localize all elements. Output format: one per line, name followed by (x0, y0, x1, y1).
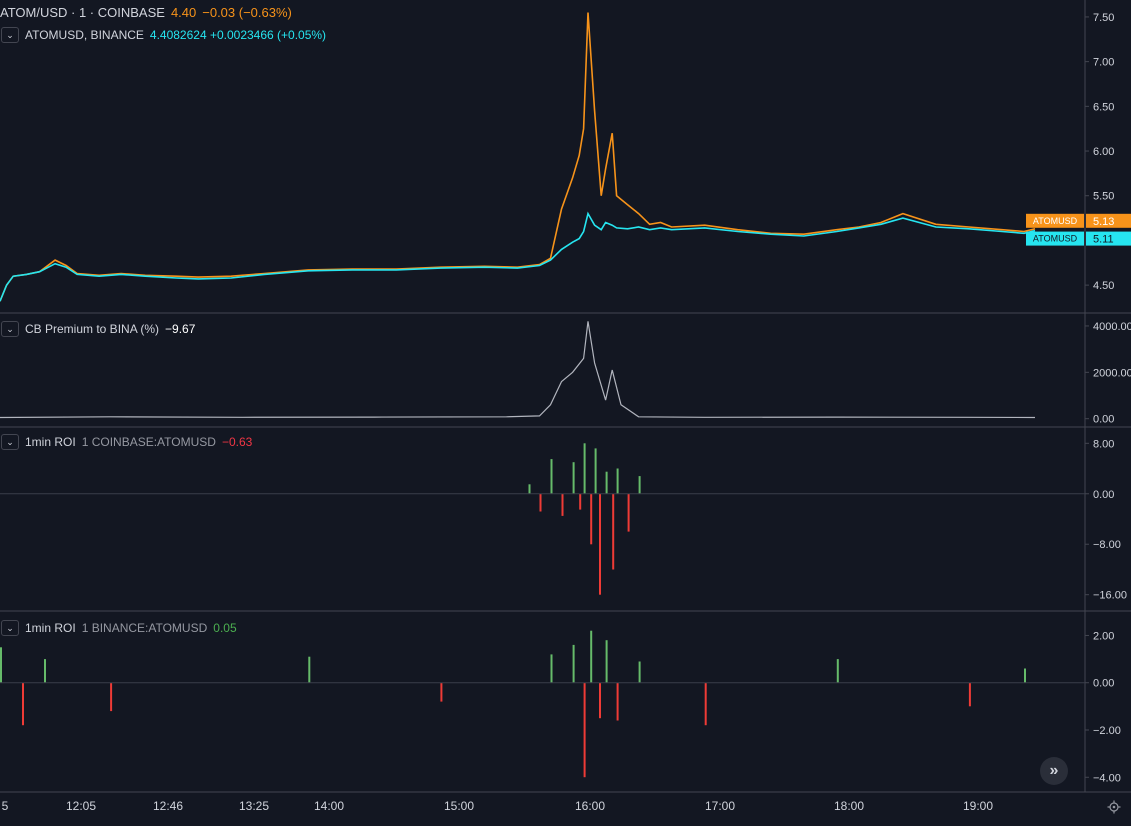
symbol-title[interactable]: ATOM/USD · 1 · COINBASE (0, 5, 165, 20)
roi-coinbase-bar (583, 443, 586, 494)
roi-binance-tick-label: 0.00 (1093, 678, 1114, 690)
roi-binance-value: 0.05 (213, 621, 237, 635)
roi-coinbase-bar (550, 459, 553, 494)
premium-legend: ⌄ CB Premium to BINA (%) −9.67 (0, 321, 195, 337)
roi-binance-bar (836, 659, 839, 683)
premium-tick-label: 4000.00 (1093, 321, 1131, 333)
roi-coinbase-bar (599, 493, 601, 595)
roi-binance-bar (110, 682, 113, 712)
time-axis-label: 5 (2, 799, 9, 813)
roi-coinbase-bar (572, 462, 575, 494)
roi-binance-bar (44, 659, 46, 683)
roi-coinbase-bar (539, 493, 542, 512)
time-axis-label: 18:00 (834, 799, 864, 813)
premium-indicator-value: −9.67 (165, 322, 196, 336)
price-tick-label: 4.50 (1093, 280, 1114, 292)
roi-binance-bar (0, 647, 2, 683)
roi-binance-source: 1 BINANCE:ATOMUSD (81, 621, 208, 635)
compare-legend: ⌄ ATOMUSD, BINANCE 4.4082624 +0.0023466 … (0, 27, 326, 43)
scroll-to-realtime-button[interactable]: » (1040, 757, 1068, 785)
premium-indicator-label[interactable]: CB Premium to BINA (%) (25, 322, 160, 336)
last-price: 4.40 (170, 5, 197, 20)
binance-price-tag-label-box (1026, 231, 1084, 246)
roi-binance-tick-label: −2.00 (1093, 725, 1121, 737)
price-tick-label: 7.00 (1093, 57, 1114, 69)
roi-coinbase-bar (612, 493, 615, 570)
binance-price-tag-value: 5.11 (1093, 234, 1114, 246)
binance-price-tag-label: ATOMUSD (1033, 234, 1078, 244)
coinbase-price-tag-label-box (1026, 213, 1084, 228)
price-tick-label: 7.50 (1093, 12, 1114, 24)
roi-binance-bar (1024, 668, 1026, 683)
roi-binance-bar (638, 661, 641, 683)
time-axis-label: 17:00 (705, 799, 735, 813)
collapse-toggle-icon[interactable]: ⌄ (1, 27, 19, 43)
time-axis-label: 16:00 (575, 799, 605, 813)
roi-binance-legend: ⌄ 1min ROI 1 BINANCE:ATOMUSD 0.05 (0, 620, 237, 636)
price-change: −0.03 (−0.63%) (202, 5, 292, 20)
time-axis-label: 14:00 (314, 799, 344, 813)
roi-coinbase-legend: ⌄ 1min ROI 1 COINBASE:ATOMUSD −0.63 (0, 434, 252, 450)
roi-coinbase-label[interactable]: 1min ROI (25, 435, 76, 449)
binance-price-line (0, 211, 1036, 302)
roi-binance-tick-label: −4.00 (1093, 772, 1121, 784)
roi-coinbase-bar (638, 476, 641, 494)
roi-binance-bar (22, 682, 24, 726)
roi-coinbase-bar (561, 493, 564, 516)
price-tick-label: 6.50 (1093, 101, 1114, 113)
roi-binance-bar (583, 682, 586, 778)
roi-binance-bar (550, 654, 553, 683)
coinbase-price-tag-value-box (1086, 213, 1131, 228)
coinbase-price-tag-label: ATOMUSD (1033, 216, 1078, 226)
roi-coinbase-value: −0.63 (221, 435, 253, 449)
main-legend: ATOM/USD · 1 · COINBASE 4.40 −0.03 (−0.6… (0, 5, 292, 20)
binance-price-tag-value-box (1086, 231, 1131, 246)
roi-coinbase-bar (590, 493, 593, 545)
roi-coinbase-source: 1 COINBASE:ATOMUSD (81, 435, 216, 449)
roi-binance-label[interactable]: 1min ROI (25, 621, 76, 635)
coinbase-price-tag-value: 5.13 (1093, 216, 1114, 228)
price-tick-label: 6.00 (1093, 146, 1114, 158)
collapse-toggle-icon[interactable]: ⌄ (1, 620, 19, 636)
premium-tick-label: 2000.00 (1093, 367, 1131, 379)
roi-coinbase-tick-label: −16.00 (1093, 590, 1127, 602)
roi-binance-bar (308, 656, 311, 683)
roi-binance-bar (968, 682, 971, 707)
collapse-toggle-icon[interactable]: ⌄ (1, 434, 19, 450)
time-axis-label: 12:05 (66, 799, 96, 813)
roi-binance-bar (440, 682, 443, 702)
roi-coinbase-tick-label: 0.00 (1093, 489, 1114, 501)
compare-symbol-label[interactable]: ATOMUSD, BINANCE (25, 28, 144, 42)
roi-binance-bar (590, 630, 593, 683)
roi-coinbase-bar (594, 448, 597, 494)
premium-line (0, 321, 1036, 419)
roi-coinbase-bar (616, 468, 619, 494)
roi-coinbase-tick-label: 8.00 (1093, 438, 1114, 450)
roi-binance-bar (704, 682, 707, 726)
roi-binance-bar (605, 640, 608, 683)
roi-binance-bar (599, 682, 601, 719)
premium-tick-label: 0.00 (1093, 414, 1114, 426)
time-axis-label: 13:25 (239, 799, 269, 813)
roi-binance-bar (572, 644, 575, 683)
price-tick-label: 5.50 (1093, 191, 1114, 203)
collapse-toggle-icon[interactable]: ⌄ (1, 321, 19, 337)
coinbase-price-line (0, 12, 1036, 302)
roi-coinbase-bar (528, 484, 531, 494)
roi-coinbase-bar (627, 493, 630, 532)
time-axis-label: 19:00 (963, 799, 993, 813)
chart-settings-gear-icon[interactable] (1104, 797, 1124, 817)
roi-coinbase-bar (579, 493, 582, 510)
roi-coinbase-tick-label: −8.00 (1093, 539, 1121, 551)
roi-binance-bar (616, 682, 619, 721)
roi-coinbase-bar (605, 471, 608, 494)
roi-binance-tick-label: 2.00 (1093, 630, 1114, 642)
compare-values: 4.4082624 +0.0023466 (+0.05%) (149, 28, 327, 42)
time-axis-label: 12:46 (153, 799, 183, 813)
time-axis-label: 15:00 (444, 799, 474, 813)
